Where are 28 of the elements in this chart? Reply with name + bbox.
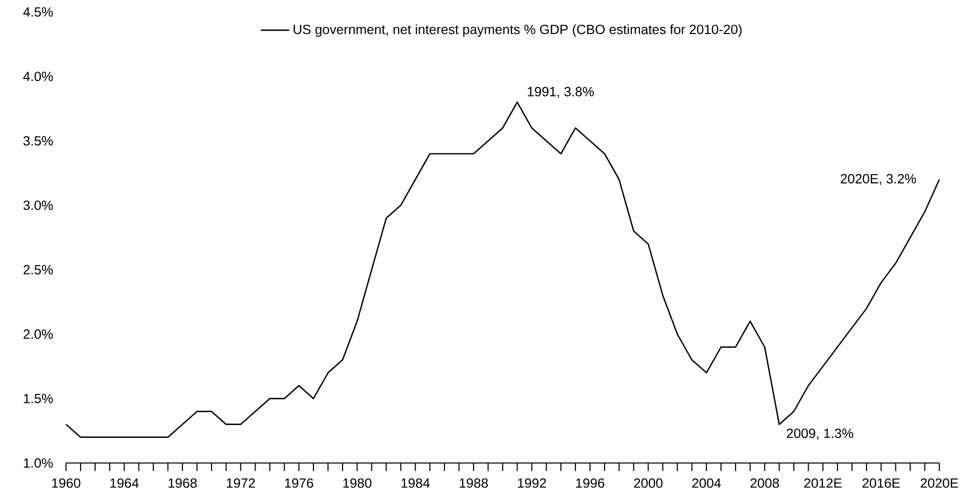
y-tick-label: 3.5% — [23, 136, 53, 146]
x-tick-label: 1972 — [226, 478, 255, 488]
x-tick-label: 2000 — [634, 478, 663, 488]
y-tick-label: 3.0% — [23, 200, 53, 210]
x-tick-label: 2020E — [920, 478, 958, 488]
y-tick-label: 1.5% — [24, 394, 53, 404]
x-tick-label: 1976 — [285, 478, 314, 488]
annotation: 2009, 1.3% — [786, 428, 854, 440]
y-tick-label: 4.5% — [23, 7, 53, 17]
x-tick-label: 2008 — [750, 478, 779, 488]
y-tick-label: 2.0% — [24, 329, 53, 339]
x-tick-label: 1964 — [110, 478, 139, 488]
x-tick-label: 2016E — [862, 478, 900, 488]
legend-label: US government, net interest payments % GDP (CBO estimates for 2010-20) — [294, 24, 742, 37]
x-tick-label: 2012E — [804, 478, 842, 488]
x-tick-label: 1960 — [52, 478, 80, 488]
x-tick-label: 1996 — [576, 478, 604, 488]
annotation: 1991, 3.8% — [528, 86, 594, 98]
y-tick-label: 2.5% — [24, 265, 53, 274]
x-tick-label: 1980 — [343, 478, 372, 488]
x-tick-label: 1988 — [460, 478, 488, 488]
x-tick-label: 1992 — [518, 478, 546, 488]
x-tick-label: 1968 — [168, 478, 197, 488]
x-tick-label: 1984 — [402, 478, 430, 488]
y-tick-label: 4.0% — [23, 72, 53, 82]
annotation: 2020E, 3.2% — [840, 174, 916, 186]
y-tick-label: 1.0% — [24, 458, 53, 468]
x-tick-label: 2004 — [692, 478, 721, 488]
